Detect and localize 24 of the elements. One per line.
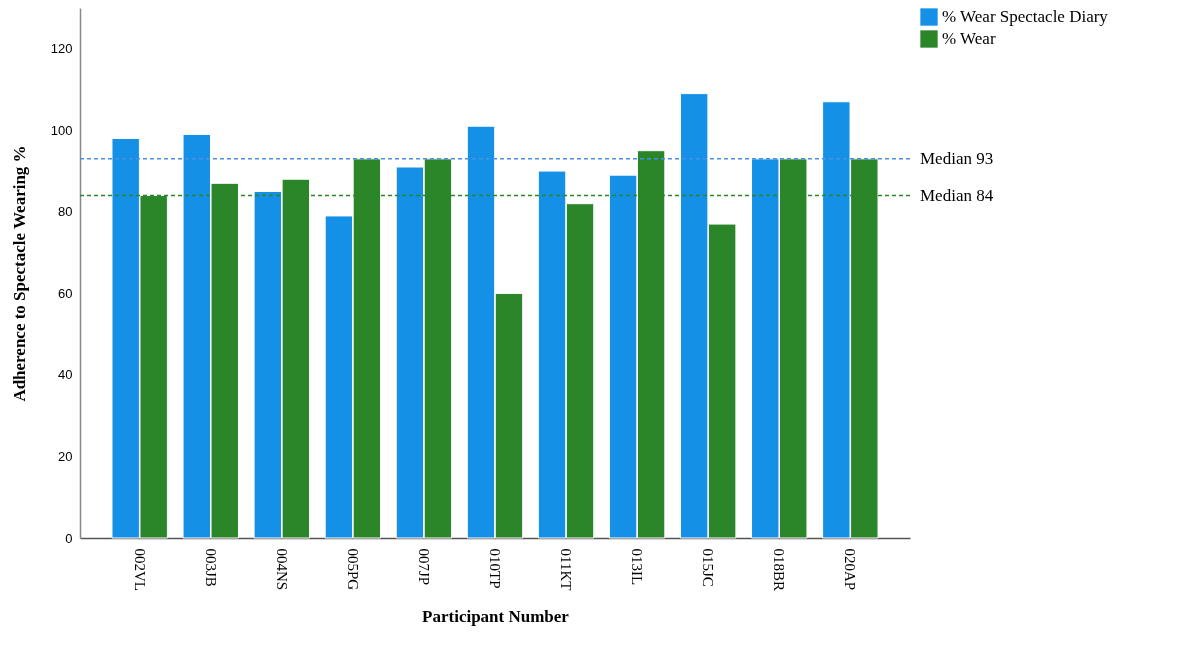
- x-tick-label: 018BR: [771, 548, 788, 592]
- legend-label: % Wear Spectacle Diary: [942, 7, 1109, 26]
- y-tick-label: 40: [58, 367, 73, 383]
- x-tick-label: 020AP: [842, 548, 859, 591]
- x-axis-title: Participant Number: [422, 607, 570, 627]
- x-tick-label: 005PG: [344, 548, 361, 591]
- x-tick-label: 004NS: [273, 548, 290, 591]
- y-tick-label: 120: [50, 41, 73, 57]
- y-tick-label: 80: [58, 204, 73, 220]
- x-tick-label: 013IL: [629, 548, 646, 586]
- y-axis-title: Adherence to Spectacle Wearing %: [9, 145, 29, 402]
- x-tick-label: 015JC: [700, 548, 717, 587]
- x-tick-label: 003JB: [202, 548, 219, 587]
- x-tick-label: 010TP: [487, 548, 503, 589]
- x-tick-label: 011KT: [558, 548, 575, 591]
- y-tick-label: 60: [58, 285, 73, 301]
- x-tick-label: 007JP: [415, 548, 432, 586]
- y-tick-label: 100: [50, 122, 73, 138]
- y-tick-label: 0: [65, 530, 73, 546]
- legend-label: % Wear: [942, 29, 996, 48]
- ref-line-label: Median 93: [920, 148, 994, 168]
- ref-line-label: Median 84: [920, 185, 994, 205]
- x-tick-label: 002VL: [131, 548, 148, 591]
- y-tick-label: 20: [58, 448, 73, 464]
